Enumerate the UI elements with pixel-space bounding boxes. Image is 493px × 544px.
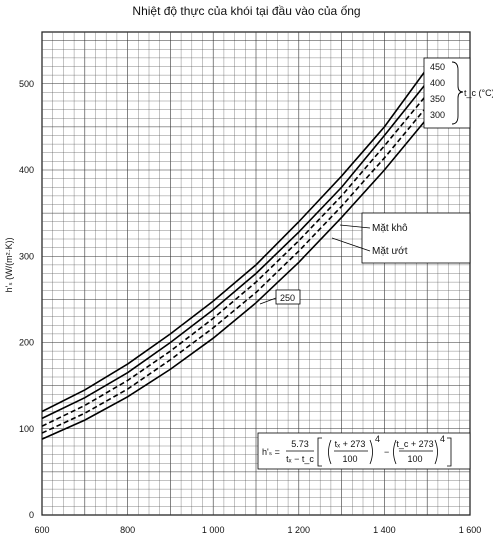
formula-bracket-left — [317, 437, 322, 467]
y-tick-label: 200 — [19, 338, 34, 348]
formula-paren-right-2 — [434, 439, 438, 465]
label-250-box — [275, 289, 301, 305]
formula-bracket-right — [447, 437, 452, 467]
y-tick-label: 500 — [19, 79, 34, 89]
legend-bracket — [451, 61, 464, 125]
legend-entry-350: 350 — [430, 94, 445, 104]
y-axis-label: h'ₛ (W/(m²·K)) — [4, 237, 14, 292]
y-tick-label: 300 — [19, 251, 34, 261]
series-line-400 — [41, 81, 428, 420]
formula-paren-right-1 — [369, 439, 373, 465]
legend-title: t_c (°C) — [464, 88, 493, 98]
formula-exp-1: 4 — [375, 434, 380, 444]
formula-term1-num: tₓ + 273 — [335, 439, 366, 449]
annotation-layer: 450 400 350 300 t_c (°C) Mặt khô Mặt ướt 250 h'ₛ… — [257, 57, 493, 470]
x-tick-label: 1 600 — [459, 525, 482, 535]
y-tick-label: 400 — [19, 165, 34, 175]
x-tick-label: 1 400 — [373, 525, 396, 535]
x-tick-label: 600 — [34, 525, 49, 535]
legend-entry-300: 300 — [430, 110, 445, 120]
formula-exp-2: 4 — [440, 434, 445, 444]
formula-lhs: h'ₛ = — [262, 447, 280, 457]
legend-entry-400: 400 — [430, 78, 445, 88]
series-line-250 — [41, 117, 428, 440]
formula-term2-num: t_c + 273 — [396, 439, 433, 449]
x-tick-label: 800 — [120, 525, 135, 535]
formula-coef-num: 5.73 — [291, 439, 309, 449]
formula-coef-den: tₓ − t_c — [286, 454, 314, 464]
y-tick-label: 100 — [19, 424, 34, 434]
label-mat-uot: Mặt ướt — [372, 246, 408, 257]
x-tick-label: 1 200 — [288, 525, 311, 535]
leader-mat-kho — [339, 224, 371, 229]
formula-term1-den: 100 — [342, 454, 357, 464]
legend-entry-450: 450 — [430, 62, 445, 72]
legend-box — [423, 57, 471, 129]
axes: 600 800 1 000 1 200 1 400 1 600 0 100 200 300 400 5… — [4, 79, 481, 535]
chart-title: Nhiệt độ thực của khói tại đầu vào của ố… — [132, 4, 361, 18]
x-tick-label: 1 000 — [202, 525, 225, 535]
leader-250 — [259, 297, 277, 305]
series-line-350 — [41, 93, 428, 427]
label-mat-kho: Mặt khô — [372, 223, 408, 234]
series-line-300 — [41, 105, 428, 434]
series-line-450 — [41, 67, 428, 413]
series-layer — [41, 67, 428, 440]
formula-paren-left-1 — [328, 439, 332, 465]
formula-term2-den: 100 — [407, 454, 422, 464]
label-250: 250 — [280, 293, 295, 303]
leader-mat-uot — [331, 237, 371, 252]
y-tick-label: 0 — [29, 510, 34, 520]
surface-label-box — [361, 212, 471, 264]
formula-paren-left-2 — [393, 439, 397, 465]
formula-minus: − — [384, 447, 389, 457]
